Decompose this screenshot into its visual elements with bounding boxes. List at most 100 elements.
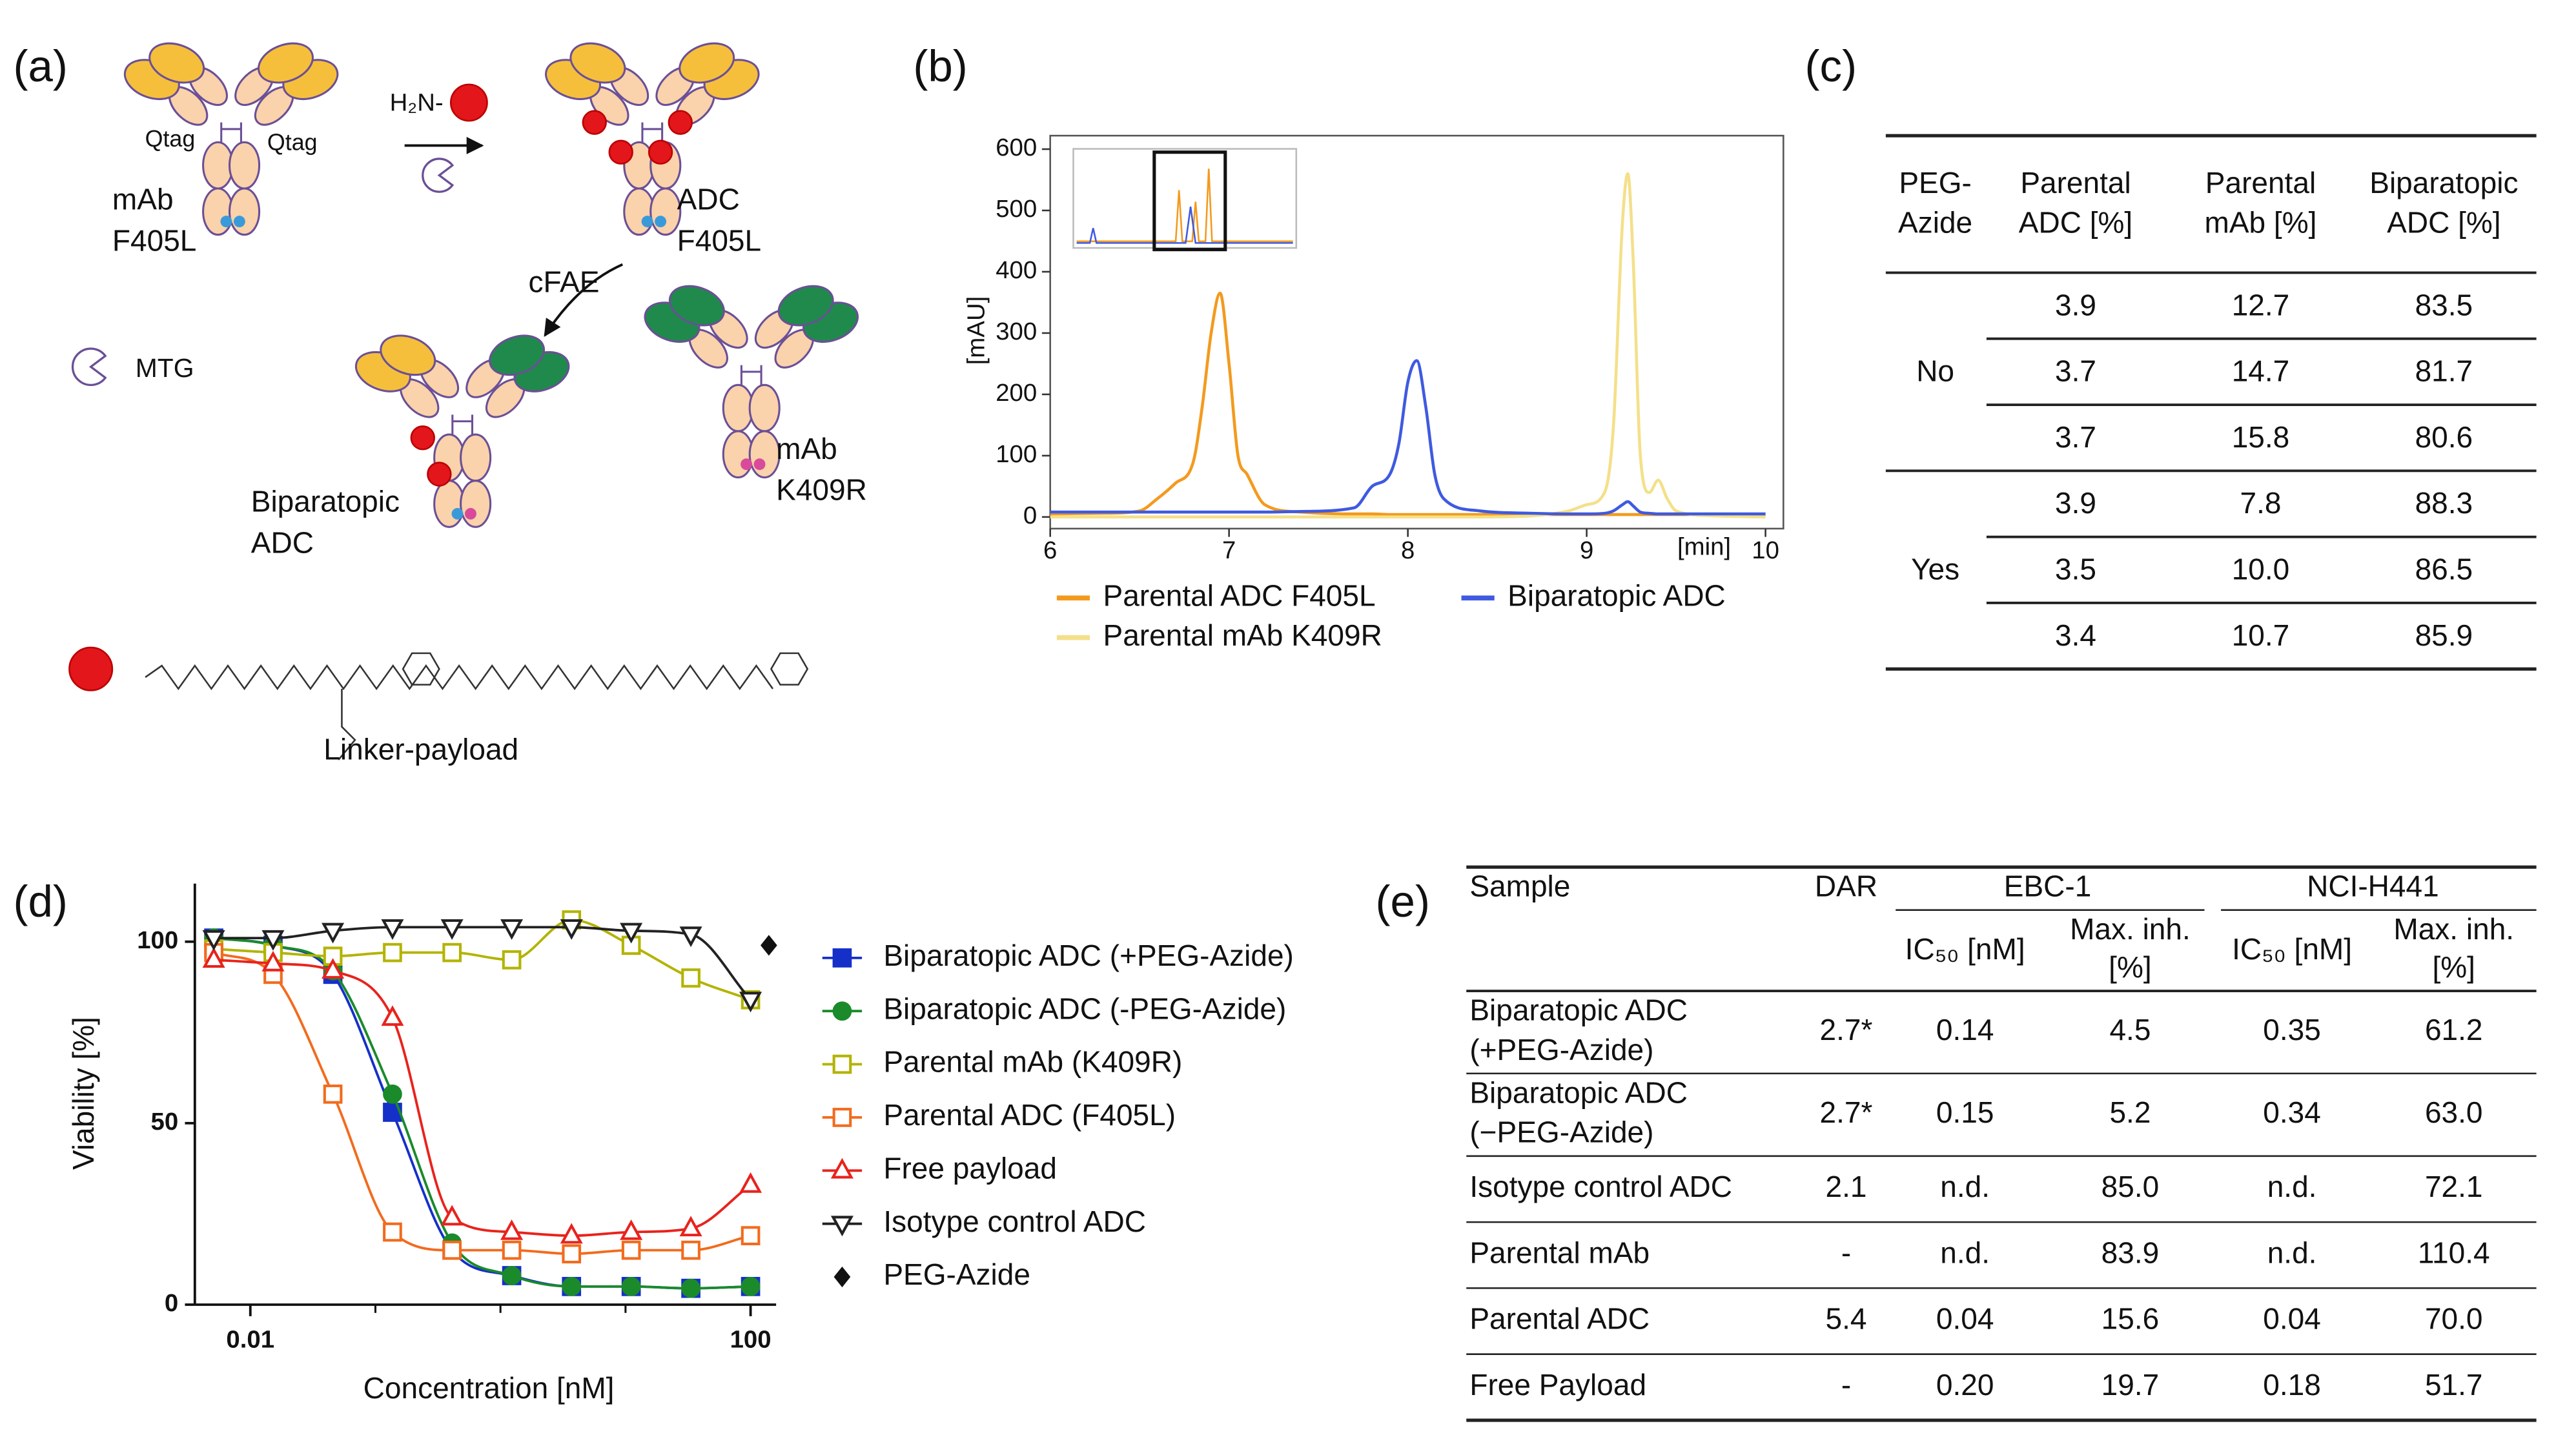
- mtg-enzyme: [71, 347, 107, 387]
- table-cell: 3.4: [2055, 618, 2096, 652]
- table-cell: 51.7: [2425, 1368, 2483, 1401]
- table-header: Sample: [1469, 870, 1570, 903]
- marker: [502, 950, 522, 970]
- marker: [261, 930, 285, 951]
- table-cell: 14.7: [2232, 354, 2290, 388]
- legend-label: Parental ADC F405L: [1103, 578, 1376, 612]
- table-cell: 0.35: [2263, 1013, 2321, 1046]
- hinge: [740, 365, 762, 385]
- chromatogram-line: [1050, 359, 1766, 516]
- legend-label: Free payload: [883, 1151, 1057, 1185]
- antibody-domain: [777, 285, 834, 327]
- table-cell: 110.4: [2418, 1236, 2490, 1269]
- chemical-structure: [145, 664, 774, 691]
- label: Linker-payload: [323, 732, 518, 766]
- payload: [449, 83, 488, 122]
- table-cell: 12.7: [2232, 288, 2290, 321]
- payload: [427, 462, 452, 487]
- table-cell: 86.5: [2415, 553, 2473, 586]
- table-cell: Biparatopic ADC: [1469, 1075, 1688, 1109]
- table-cell: 2.7*: [1820, 1096, 1873, 1129]
- mutation-dot: [220, 216, 232, 228]
- table-cell: 0.04: [2263, 1302, 2321, 1336]
- table-cell: 0.14: [1936, 1013, 1994, 1046]
- antibody-domain: [679, 42, 735, 84]
- y-axis-label: [mAU]: [962, 296, 990, 365]
- label: Qtag: [145, 126, 196, 152]
- table-cell: 15.8: [2232, 420, 2290, 454]
- marker: [500, 1219, 524, 1240]
- hinge: [641, 122, 664, 143]
- label: Qtag: [267, 129, 318, 155]
- marker: [322, 958, 345, 979]
- antibody-domain: [722, 430, 754, 479]
- plot-frame: [1049, 134, 1784, 530]
- table-header: ADC [%]: [2019, 205, 2132, 239]
- marker: [621, 1277, 641, 1296]
- mutation-dot: [655, 216, 667, 228]
- table-cell: 10.7: [2232, 618, 2290, 652]
- marker: [681, 968, 700, 988]
- antibody-domain: [748, 383, 781, 433]
- marker: [442, 943, 462, 963]
- payload: [582, 110, 607, 135]
- label: ADC: [251, 526, 314, 560]
- table-cell: 85.9: [2415, 618, 2473, 652]
- legend-label: Biparatopic ADC (-PEG-Azide): [883, 992, 1286, 1025]
- chemical-ring: [770, 652, 809, 686]
- table-cell: 85.0: [2101, 1170, 2160, 1203]
- payload: [648, 139, 673, 165]
- marker: [202, 930, 225, 951]
- table-cell: 5.4: [1826, 1302, 1867, 1336]
- legend-marker: [832, 1054, 852, 1074]
- antibody-domain: [380, 334, 436, 376]
- legend-label: Biparatopic ADC: [1508, 578, 1726, 612]
- marker: [620, 922, 643, 944]
- legend-marker: [832, 1001, 852, 1021]
- marker: [739, 1172, 762, 1193]
- table-cell: 88.3: [2415, 486, 2473, 520]
- antibody-domain: [202, 141, 234, 190]
- marker: [761, 935, 777, 956]
- chromatogram-inset: [1072, 148, 1298, 252]
- table-header: Biparatopic: [2369, 166, 2518, 199]
- legend-label: PEG-Azide: [883, 1258, 1030, 1291]
- chemical-structure: [338, 688, 356, 760]
- table-cell: 81.7: [2415, 354, 2473, 388]
- table-cell: n.d.: [1940, 1236, 1990, 1269]
- table-cell: 63.0: [2425, 1096, 2483, 1129]
- marker: [440, 1205, 464, 1226]
- legend-label: Biparatopic ADC (+PEG-Azide): [883, 939, 1294, 972]
- antibody-domain: [489, 334, 546, 376]
- table-header: Parental: [2205, 166, 2316, 199]
- label: Biparatopic: [251, 485, 400, 518]
- table-cell: 83.9: [2101, 1236, 2160, 1269]
- table-header: DAR: [1815, 870, 1877, 903]
- mutation-dot: [741, 458, 753, 471]
- table-cell: 2.7*: [1820, 1013, 1873, 1046]
- table-cell: 3.7: [2055, 354, 2096, 388]
- fit-curve: [213, 951, 751, 1256]
- marker: [202, 947, 225, 968]
- table-cell: 0.18: [2263, 1368, 2321, 1401]
- fit-curve: [213, 937, 751, 1290]
- payload: [410, 425, 435, 451]
- table-cell: 7.8: [2240, 486, 2281, 520]
- table-cell: 3.5: [2055, 553, 2096, 586]
- table-cell: 70.0: [2425, 1302, 2483, 1336]
- table-cell: 5.2: [2109, 1096, 2151, 1129]
- label: K409R: [776, 473, 867, 507]
- antibody-domain: [202, 187, 234, 236]
- marker: [681, 1240, 700, 1260]
- table-cell: 0.20: [1936, 1368, 1994, 1401]
- mutation-dot: [464, 507, 476, 520]
- table-cell: -: [1841, 1236, 1851, 1269]
- marker: [323, 1085, 343, 1104]
- x-tick-label: 8: [1401, 536, 1415, 564]
- marker: [739, 992, 762, 1013]
- y-tick-label: 400: [996, 256, 1037, 284]
- marker: [741, 1226, 761, 1245]
- fit-curve: [213, 937, 751, 1290]
- y-tick-label: 100: [137, 926, 178, 954]
- marker: [381, 1005, 404, 1026]
